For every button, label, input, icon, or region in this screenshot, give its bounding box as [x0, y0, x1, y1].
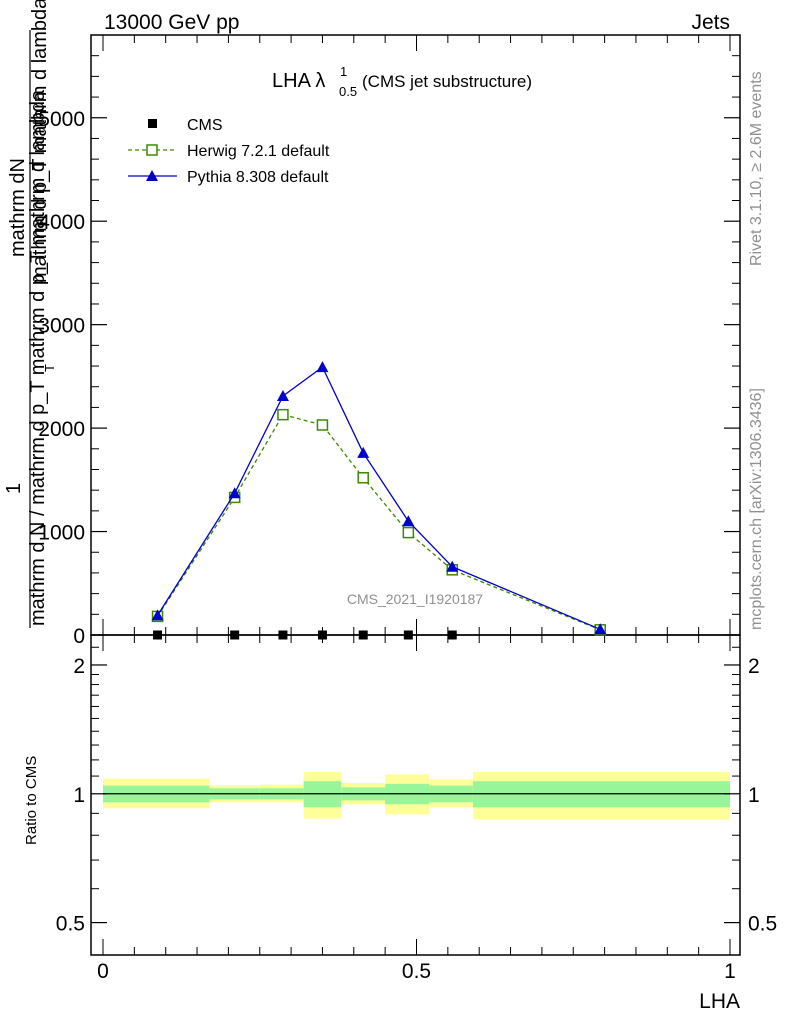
main-y-tick-label: 5000 — [38, 108, 85, 131]
plot-title-suffix: (CMS jet substructure) — [362, 72, 532, 91]
pythia-point — [357, 446, 370, 458]
axis-ticks — [91, 34, 740, 955]
series-cms — [153, 630, 457, 640]
legend: CMS Herwig 7.2.1 default Pythia 8.308 de… — [128, 117, 330, 186]
cms-point — [317, 630, 327, 640]
axis-tick-labels: 0 1000 2000 3000 4000 5000 0 0.5 1 0.5 0.5 1 1 2 2 — [38, 108, 777, 983]
x-tick-label: 0.5 — [402, 960, 431, 983]
y-label-numerator: 1 — [3, 483, 25, 494]
ratio-y-tick-label-right: 1 — [748, 784, 760, 807]
header-process-label: Jets — [691, 11, 730, 34]
ratio-y-tick-label-right: 2 — [748, 655, 760, 678]
x-axis-label: LHA — [699, 990, 740, 1013]
ratio-y-tick-label: 2 — [73, 655, 85, 678]
ratio-y-tick-label: 0.5 — [56, 913, 85, 936]
y-label-denominator: mathrm d N / mathrm d p_T mathrm d p_T m… — [27, 89, 49, 626]
legend-label-pythia: Pythia 8.308 default — [187, 169, 329, 186]
pythia-point — [402, 515, 415, 527]
cms-point — [403, 630, 413, 640]
pythia-line — [156, 366, 601, 630]
y-axis-label-main: mathrm dN mathrm d p_T mathrm d lambda T… — [3, 0, 57, 628]
main-y-tick-label: 1000 — [38, 522, 85, 545]
cms-point — [153, 630, 163, 640]
pythia-point — [151, 609, 164, 621]
cms-point — [358, 630, 368, 640]
ratio-bands — [103, 771, 730, 820]
plot-title-subscript: 0.5 — [339, 84, 357, 99]
pythia-point — [594, 623, 607, 635]
pythia-point — [316, 361, 329, 373]
y-label-upper-numerator: mathrm dN — [7, 158, 29, 257]
cms-point — [278, 630, 288, 640]
herwig-point — [357, 472, 369, 484]
analysis-watermark: CMS_2021_I1920187 — [347, 591, 483, 607]
main-y-tick-label: 2000 — [38, 418, 85, 441]
legend-marker-pythia — [146, 170, 158, 181]
ratio-y-tick-label-right: 0.5 — [748, 913, 777, 936]
main-y-tick-label: 0 — [73, 625, 85, 648]
herwig-point — [277, 408, 289, 421]
legend-label-cms: CMS — [187, 117, 223, 134]
ratio-y-tick-label: 1 — [73, 784, 85, 807]
pythia-point — [228, 487, 241, 499]
legend-marker-herwig — [146, 144, 158, 156]
ratio-plot-frame — [90, 634, 741, 956]
legend-label-herwig: Herwig 7.2.1 default — [187, 143, 330, 160]
plot-title-prefix: LHA λ — [272, 70, 325, 92]
main-y-tick-label: 3000 — [38, 315, 85, 338]
herwig-point — [402, 526, 415, 539]
series-pythia — [151, 361, 607, 635]
y-label-upper-denominator: mathrm d p_T mathrm d lambda — [29, 0, 51, 283]
mcplots-reference-label: mcplots.cern.ch [arXiv:1306.3436] — [748, 388, 765, 630]
rivet-version-label: Rivet 3.1.10, ≥ 2.6M events — [748, 71, 765, 266]
ratio-y-axis-label: Ratio to CMS — [23, 756, 40, 845]
header-energy-label: 13000 GeV pp — [104, 11, 239, 34]
y-label-subscript: T — [42, 364, 57, 372]
cms-point — [230, 630, 240, 640]
x-tick-label: 1 — [724, 960, 736, 983]
plot-title: LHA λ — [272, 70, 325, 92]
pythia-point — [276, 390, 289, 402]
x-tick-label: 0 — [97, 960, 109, 983]
main-y-tick-label: 4000 — [38, 211, 85, 234]
herwig-line — [157, 413, 601, 631]
legend-marker-cms — [148, 119, 157, 128]
cms-point — [447, 630, 457, 640]
herwig-point — [316, 419, 329, 431]
pythia-point — [446, 560, 459, 572]
plot-title-superscript: 1 — [340, 64, 347, 79]
